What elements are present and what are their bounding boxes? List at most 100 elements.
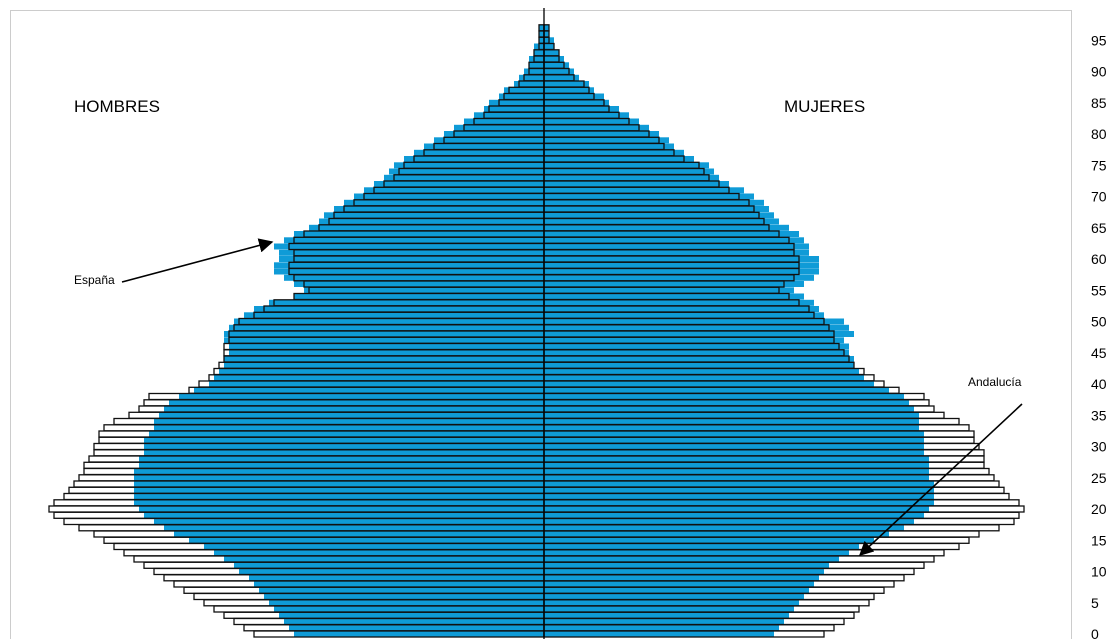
espana-bar-female-age-8 <box>544 581 814 587</box>
espana-bar-female-age-12 <box>544 556 839 562</box>
espana-bar-male-age-26 <box>134 468 544 475</box>
espana-bar-female-age-91 <box>544 62 569 69</box>
espana-bar-male-age-91 <box>529 62 544 69</box>
y-tick-label-25: 25 <box>1091 470 1107 486</box>
y-tick-label-20: 20 <box>1091 501 1107 517</box>
espana-bar-male-age-61 <box>279 249 544 256</box>
espana-bar-male-age-75 <box>394 162 544 169</box>
espana-bar-female-age-43 <box>544 362 854 369</box>
espana-bar-female-age-24 <box>544 481 934 487</box>
espana-bar-male-age-18 <box>154 518 544 525</box>
espana-bar-male-age-55 <box>304 287 544 294</box>
espana-bar-male-age-41 <box>214 374 544 381</box>
espana-bar-male-age-15 <box>189 537 544 544</box>
espana-bar-female-age-25 <box>544 474 929 481</box>
espana-bar-male-age-73 <box>384 174 544 181</box>
espana-bar-female-age-1 <box>544 624 779 631</box>
espana-bar-male-age-57 <box>284 274 544 281</box>
espana-bar-male-age-86 <box>499 93 544 100</box>
espana-bar-female-age-77 <box>544 149 684 156</box>
espana-bar-female-age-11 <box>544 562 829 569</box>
y-tick-label-90: 90 <box>1091 64 1107 80</box>
espana-bar-female-age-31 <box>544 437 924 444</box>
espana-bar-female-age-17 <box>544 524 904 531</box>
espana-bar-female-age-72 <box>544 181 729 187</box>
espana-bar-male-age-65 <box>309 224 544 231</box>
espana-bar-male-age-39 <box>194 387 544 394</box>
espana-bar-female-age-0 <box>544 631 774 637</box>
espana-bar-female-age-75 <box>544 162 709 169</box>
espana-arrow <box>121 238 274 283</box>
y-tick-label-35: 35 <box>1091 407 1107 423</box>
espana-bar-male-age-67 <box>324 212 544 219</box>
label-hombres: HOMBRES <box>74 97 160 116</box>
espana-bar-female-age-49 <box>544 324 849 331</box>
espana-bar-female-age-13 <box>544 549 849 556</box>
espana-bar-male-age-82 <box>464 118 544 125</box>
espana-bar-male-age-60 <box>279 256 544 262</box>
espana-bar-male-age-34 <box>154 418 544 425</box>
espana-bar-female-age-29 <box>544 449 924 456</box>
espana-bar-female-age-6 <box>544 593 804 600</box>
espana-bar-male-age-72 <box>374 181 544 187</box>
espana-bar-female-age-4 <box>544 606 794 612</box>
espana-bar-female-age-96 <box>544 31 549 37</box>
espana-bar-female-age-37 <box>544 399 909 406</box>
y-tick-label-5: 5 <box>1091 595 1099 611</box>
espana-bar-female-age-53 <box>544 299 814 306</box>
espana-bar-female-age-64 <box>544 231 799 237</box>
espana-bar-female-age-90 <box>544 68 574 75</box>
espana-bar-male-age-63 <box>284 237 544 244</box>
espana-bar-female-age-51 <box>544 312 824 319</box>
espana-bar-male-age-54 <box>294 293 544 300</box>
espana-bar-female-age-94 <box>544 43 554 50</box>
espana-bar-male-age-7 <box>259 587 544 594</box>
espana-bar-female-age-52 <box>544 306 819 312</box>
espana-bar-male-age-1 <box>289 624 544 631</box>
espana-bar-male-age-12 <box>224 556 544 562</box>
espana-bar-male-age-31 <box>144 437 544 444</box>
espana-bar-male-age-17 <box>164 524 544 531</box>
espana-bar-male-age-62 <box>274 243 544 250</box>
y-tick-label-60: 60 <box>1091 251 1107 267</box>
espana-bar-female-age-60 <box>544 256 819 262</box>
espana-bar-male-age-80 <box>444 131 544 137</box>
espana-bar-female-age-85 <box>544 99 609 106</box>
espana-bar-female-age-69 <box>544 199 764 206</box>
espana-bar-male-age-69 <box>344 199 544 206</box>
espana-bar-male-age-52 <box>254 306 544 312</box>
andalucia-arrow <box>858 403 1023 556</box>
espana-bar-male-age-50 <box>234 318 544 325</box>
espana-bar-male-age-24 <box>134 481 544 487</box>
espana-bar-female-age-22 <box>544 493 934 500</box>
espana-bar-female-age-79 <box>544 137 669 144</box>
espana-bar-female-age-55 <box>544 287 794 294</box>
espana-bar-female-age-23 <box>544 487 934 494</box>
espana-bar-female-age-74 <box>544 168 714 175</box>
espana-bar-female-age-27 <box>544 462 929 469</box>
espana-bar-female-age-2 <box>544 618 784 625</box>
espana-bar-female-age-42 <box>544 368 859 375</box>
espana-bar-male-age-49 <box>229 324 544 331</box>
espana-bar-female-age-67 <box>544 212 774 219</box>
espana-bar-female-age-19 <box>544 512 924 519</box>
espana-bar-female-age-57 <box>544 274 814 281</box>
espana-bar-male-age-8 <box>254 581 544 587</box>
espana-bar-female-age-26 <box>544 468 929 475</box>
espana-bar-female-age-58 <box>544 268 819 275</box>
espana-bar-female-age-9 <box>544 574 819 581</box>
y-tick-label-80: 80 <box>1091 126 1107 142</box>
espana-bar-male-age-20 <box>139 506 544 512</box>
espana-bar-male-age-85 <box>489 99 544 106</box>
espana-bar-male-age-19 <box>144 512 544 519</box>
espana-bar-female-age-87 <box>544 87 594 94</box>
espana-bar-male-age-11 <box>234 562 544 569</box>
espana-bar-male-age-87 <box>504 87 544 94</box>
espana-bar-female-age-40 <box>544 381 874 387</box>
espana-bar-male-age-78 <box>424 143 544 150</box>
espana-bar-female-age-54 <box>544 293 804 300</box>
y-tick-label-75: 75 <box>1091 157 1107 173</box>
espana-bar-male-age-59 <box>274 262 544 269</box>
y-axis-ticks: 0 5 10 15 20 25 30 35 40 45 50 55 60 65 70 75 80 85 90 95 <box>1091 32 1107 639</box>
espana-bar-male-age-4 <box>274 606 544 612</box>
